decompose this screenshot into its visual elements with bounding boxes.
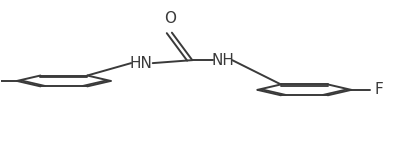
Text: O: O (164, 11, 176, 26)
Text: F: F (375, 82, 383, 97)
Text: NH: NH (211, 53, 234, 68)
Text: HN: HN (130, 56, 153, 71)
